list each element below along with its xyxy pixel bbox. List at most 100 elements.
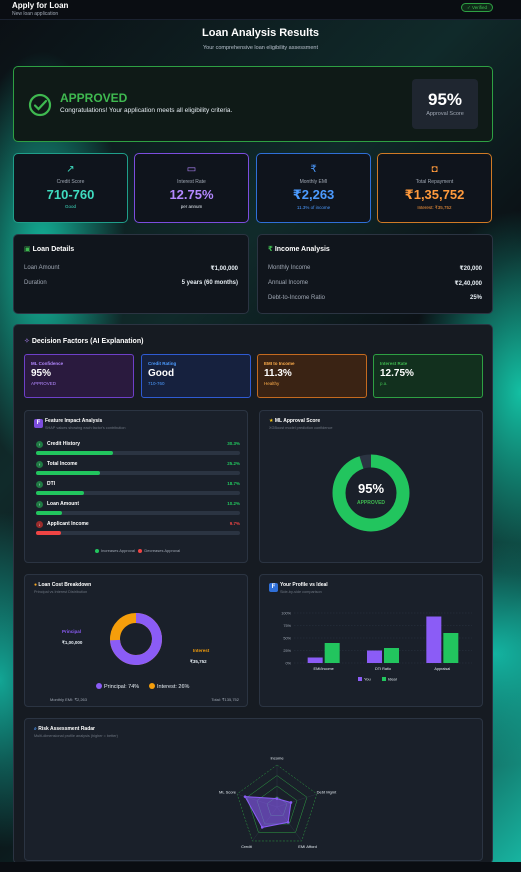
- radar-axis-label: EMI Afford: [298, 844, 317, 849]
- approval-score-box: 95% Approval Score: [412, 79, 478, 129]
- total-repayment-card: ◘ Total Repayment ₹1,35,752 Interest: ₹3…: [377, 153, 492, 223]
- search-icon: ⌕: [34, 726, 39, 732]
- interest-rate-mini-card: Interest Rate 12.75% p.a.: [373, 354, 483, 398]
- profile-bar-chart: 100% 75% 50% 25% 0% EMI/Income DTI Ratio Apprai…: [281, 612, 472, 682]
- feature-name: Loan Amount: [47, 501, 80, 507]
- radar-area: [244, 796, 292, 828]
- feature-dot-icon: ↓: [36, 521, 43, 528]
- loan-details-panel: ▣ Loan Details Loan Amount ₹1,00,000 Dura…: [13, 234, 249, 314]
- stat-value: 12.75%: [169, 187, 214, 202]
- feature-pct: 25.2%: [227, 461, 240, 466]
- feature-pct: 30.3%: [227, 441, 240, 446]
- feature-bar: [36, 511, 62, 515]
- ml-confidence-card: ML Confidence 95% APPROVED: [24, 354, 134, 398]
- decision-factors-title: ✧ Decision Factors (AI Explanation): [24, 338, 144, 345]
- decision-factors-panel: ✧ Decision Factors (AI Explanation) ML C…: [13, 324, 493, 864]
- feature-impact-card: F Feature Impact Analysis SHAP values sh…: [24, 410, 248, 563]
- stat-value: 710-760: [46, 187, 95, 202]
- bar-ideal-0: [324, 643, 340, 663]
- radar-axis-label: Debt Mgmt: [317, 789, 337, 794]
- radar-point: [243, 795, 247, 798]
- feature-name: Total Income: [47, 461, 78, 467]
- y-tick-label: 75%: [283, 624, 291, 628]
- radar-axis-label: Credit: [241, 844, 253, 849]
- rupee-icon: ₹: [268, 246, 275, 253]
- cost-total-label: Total: ₹135,752: [211, 697, 239, 702]
- stat-label: Interest Rate: [177, 179, 206, 185]
- feature-dot-icon: ↑: [36, 481, 43, 488]
- feature-icon: F: [34, 419, 43, 428]
- document-icon: ▣: [24, 246, 33, 253]
- emi-income-card: EMI to Income 11.3% Healthy: [257, 354, 367, 398]
- feature-bar: [36, 451, 114, 455]
- annual-income-row: Annual Income ₹2,40,000: [268, 280, 482, 287]
- ml-score-gauge: 95% APPROVED: [332, 454, 410, 532]
- stat-sub: per annum: [180, 204, 203, 209]
- cost-emi-label: Monthly EMI: ₹2,263: [50, 697, 88, 702]
- principal-label: Principal: [62, 629, 81, 634]
- feature-dot-icon: ↑: [36, 441, 43, 448]
- wallet-icon: ◘: [431, 164, 438, 175]
- loan-amount-row: Loan Amount ₹1,00,000: [24, 265, 238, 272]
- legend-interest: Interest: 26%: [157, 684, 190, 690]
- legend-swatch: [358, 677, 362, 681]
- approval-heading: APPROVED: [60, 91, 128, 105]
- radar-point: [275, 797, 279, 800]
- page-title: Loan Analysis Results: [202, 27, 319, 39]
- feature-name: DTI: [47, 481, 56, 487]
- risk-radar-card: ⌕ Risk Assessment Radar Multi-dimensiona…: [24, 718, 483, 861]
- trend-up-icon: ↗: [66, 164, 75, 175]
- ml-score-card: ★ ML Approval Score XGBoost model predic…: [259, 410, 483, 563]
- risk-radar-title: ⌕ Risk Assessment Radar: [34, 726, 95, 732]
- legend-swatch: [382, 677, 386, 681]
- risk-radar-subtitle: Multi-dimensional profile analysis (high…: [34, 734, 118, 738]
- app-title: Apply for Loan: [12, 1, 69, 10]
- loan-cost-card: ● Loan Cost Breakdown Principal vs Inter…: [24, 574, 248, 707]
- verified-badge: ✓ Verified: [460, 3, 493, 12]
- feature-name: Applicant Income: [47, 521, 89, 527]
- y-tick-label: 100%: [281, 612, 291, 616]
- card-icon: ▭: [186, 164, 197, 175]
- approval-message: Congratulations! Your application meets …: [60, 107, 233, 114]
- y-tick-label: 25%: [283, 649, 291, 653]
- stat-value: ₹1,35,752: [404, 187, 465, 202]
- ml-score-value: 95%: [358, 481, 384, 496]
- feature-bar: [36, 471, 101, 475]
- app-subtitle: New loan application: [12, 11, 59, 17]
- monthly-income-row: Monthly Income ₹20,000: [268, 265, 482, 272]
- star-icon: ★: [269, 418, 275, 424]
- profile-icon: F: [269, 583, 278, 592]
- radar-axis-label: Income: [270, 756, 284, 761]
- interest-label: Interest: [193, 648, 210, 653]
- loan-details-title: ▣ Loan Details: [24, 246, 75, 253]
- feature-pct: 9.7%: [229, 521, 240, 526]
- feature-name: Credit History: [47, 441, 81, 447]
- stat-value: ₹2,263: [292, 187, 335, 202]
- stat-sub: Interest: ₹35,752: [417, 205, 452, 210]
- ml-score-label: APPROVED: [357, 500, 385, 506]
- bar-you-1: [367, 650, 382, 663]
- page-subtitle: Your comprehensive loan eligibility asse…: [202, 45, 319, 51]
- feature-bar: [36, 491, 84, 495]
- credit-score-card: ↗ Credit Score 710-760 Good: [13, 153, 128, 223]
- bar-you-0: [307, 657, 323, 663]
- interest-rate-card: ▭ Interest Rate 12.75% per annum: [134, 153, 249, 223]
- income-analysis-title: ₹ Income Analysis: [268, 246, 330, 253]
- loan-cost-subtitle: Principal vs Interest Distribution: [34, 590, 88, 594]
- profile-subtitle: Side-by-side comparison: [280, 590, 322, 594]
- interest-value: ₹35,752: [190, 659, 207, 664]
- top-bar: Apply for Loan New loan application ✓ Ve…: [0, 0, 521, 20]
- radar-point: [260, 826, 264, 829]
- y-tick-label: 50%: [283, 637, 291, 641]
- feature-pct: 18.7%: [227, 481, 240, 486]
- sparkle-icon: ✧: [24, 338, 32, 345]
- radar-axis-label: ML Score: [219, 789, 237, 794]
- feature-dot-icon: ↑: [36, 461, 43, 468]
- monthly-emi-card: ₹ Monthly EMI ₹2,263 11.3% of income: [256, 153, 371, 223]
- income-analysis-panel: ₹ Income Analysis Monthly Income ₹20,000 …: [257, 234, 493, 314]
- legend-label: Ideal: [388, 677, 397, 682]
- profile-title: Your Profile vs Ideal: [280, 582, 328, 588]
- stat-label: Total Repayment: [415, 179, 454, 185]
- approval-score: 95%: [427, 90, 463, 109]
- radar-grid: [246, 775, 308, 833]
